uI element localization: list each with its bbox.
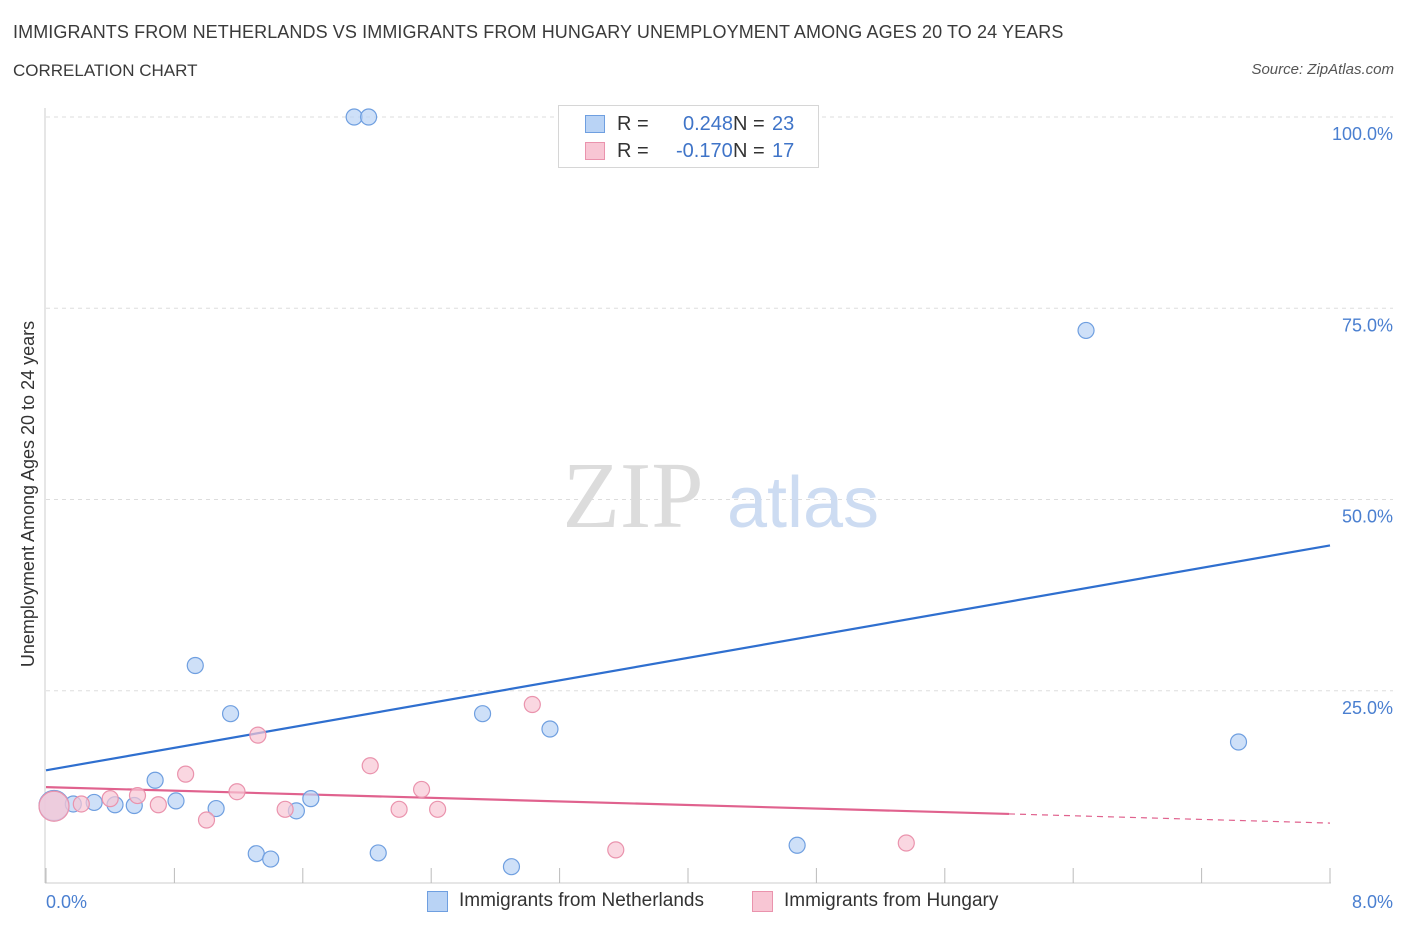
netherlands-point [502, 858, 521, 876]
netherlands-point [221, 705, 240, 723]
netherlands-point [146, 771, 164, 789]
netherlands-trend-line [45, 544, 1331, 772]
y-tick-label-25: 25.0% [1342, 698, 1393, 718]
netherlands-point [262, 850, 280, 868]
hungary-point [101, 790, 119, 808]
netherlands-point [302, 790, 320, 808]
hungary-point [276, 800, 294, 818]
hungary-point [149, 796, 167, 814]
netherlands-legend-swatch [427, 891, 448, 912]
netherlands-point [369, 844, 387, 862]
hungary-point [128, 786, 147, 805]
watermark: ZIP atlas [563, 444, 880, 548]
netherlands-n-value: 23 [772, 113, 795, 135]
chart-title: IMMIGRANTS FROM NETHERLANDS VS IMMIGRANT… [13, 22, 1064, 42]
hungary-legend-label: Immigrants from Hungary [784, 890, 999, 911]
grid-lines [46, 116, 1393, 692]
hungary-point [249, 726, 267, 744]
netherlands-swatch [585, 115, 605, 133]
hungary-point [38, 790, 70, 822]
y-tick-label-100: 100.0% [1332, 124, 1393, 144]
hungary-point [390, 800, 408, 818]
netherlands-point [360, 108, 378, 126]
netherlands-point [186, 656, 204, 675]
watermark-zip: ZIP [563, 444, 704, 548]
hungary-trend-extension [1008, 813, 1331, 824]
netherlands-point [541, 720, 559, 738]
netherlands-point [473, 705, 492, 723]
source-credit: Source: ZipAtlas.com [1251, 61, 1394, 78]
stats-legend: R = 0.248 N = 23 R = -0.170 N = 17 [558, 105, 819, 168]
hungary-point [197, 811, 216, 829]
data-points [38, 108, 1248, 876]
hungary-point [412, 780, 431, 799]
x-tick-labels: 0.0% 8.0% [46, 892, 1393, 912]
n-label: N = [733, 113, 765, 135]
y-tick-label-75: 75.0% [1342, 315, 1393, 335]
netherlands-legend-label: Immigrants from Netherlands [459, 890, 704, 911]
hungary-point [523, 695, 541, 714]
hungary-point [897, 834, 915, 852]
netherlands-point [207, 799, 225, 818]
y-axis-title: Unemployment Among Ages 20 to 24 years [18, 321, 38, 667]
hungary-point [429, 800, 447, 818]
hungary-trend-line [45, 786, 1010, 816]
netherlands-point [1229, 733, 1248, 751]
trend-lines [45, 544, 1331, 824]
hungary-legend-swatch [752, 891, 773, 912]
netherlands-point [167, 792, 185, 810]
x-tick-label-min: 0.0% [46, 892, 87, 912]
netherlands-r-value: 0.248 [683, 113, 734, 135]
netherlands-point [247, 845, 265, 863]
hungary-n-value: 17 [772, 140, 795, 162]
hungary-point [228, 783, 246, 801]
r-label: R = [617, 113, 649, 135]
hungary-swatch [585, 142, 605, 160]
x-tick-label-max: 8.0% [1352, 892, 1393, 912]
hungary-point [177, 765, 195, 783]
r-label: R = [617, 140, 649, 162]
netherlands-point [345, 108, 363, 126]
y-tick-label-50: 50.0% [1342, 507, 1393, 527]
hungary-point [72, 795, 90, 813]
n-label: N = [733, 140, 765, 162]
y-tick-labels: 25.0% 50.0% 75.0% 100.0% [1332, 124, 1393, 718]
hungary-point [607, 841, 625, 859]
watermark-atlas: atlas [727, 463, 879, 543]
netherlands-point [788, 836, 806, 854]
hungary-r-value: -0.170 [676, 140, 733, 162]
chart-subtitle: CORRELATION CHART [13, 61, 198, 80]
netherlands-point [1077, 321, 1095, 340]
axes [44, 108, 1331, 884]
hungary-point [361, 757, 379, 775]
